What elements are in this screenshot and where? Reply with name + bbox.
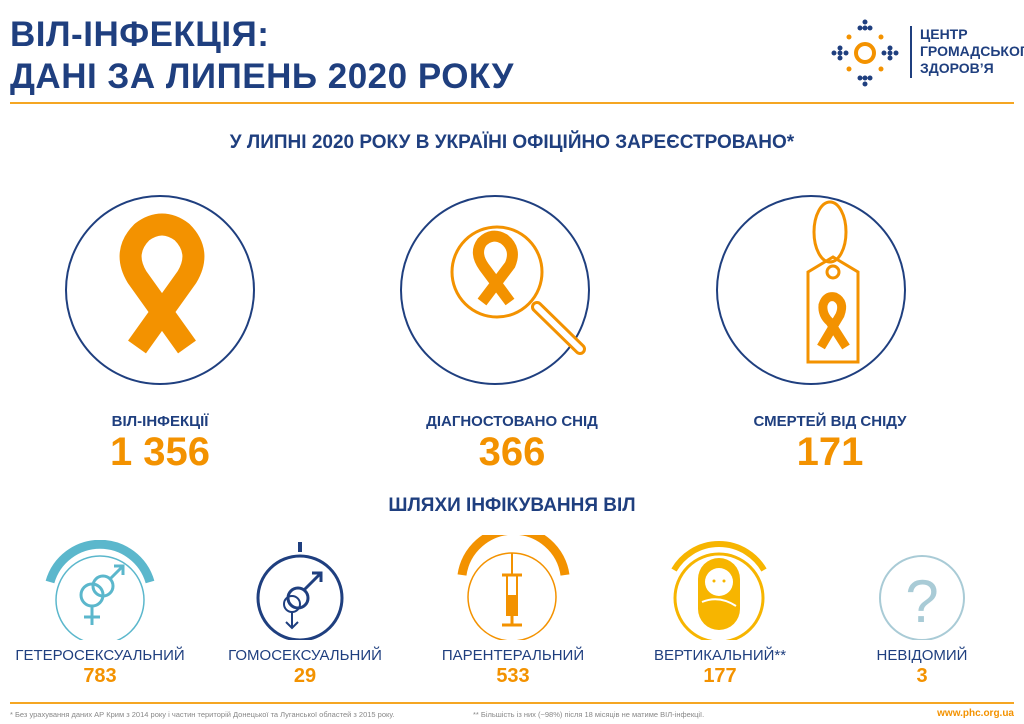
baby-icon [671,541,767,640]
divider [10,102,1014,104]
logo-dots-icon [831,19,899,87]
hiv-circle [65,195,255,385]
stat-value: 366 [478,430,546,474]
route-label: ВЕРТИКАЛЬНИЙ** [653,647,787,664]
subtitle-part: В УКРАЇНІ ОФІЦІЙНО ЗАРЕЄСТРОВАНО* [410,132,795,153]
stat-deaths: СМЕРТЕЙ ВІД СНІДУ 171 [680,413,980,474]
route-value: 533 [496,665,530,687]
subtitle-bold: ЛИПНІ 2020 РОКУ [246,132,411,153]
website-link[interactable]: www.phc.org.ua [937,708,1014,719]
route-value: 783 [83,665,117,687]
logo-line: ГРОМАДСЬКОГО [920,43,1024,59]
tag-ribbon-icon [806,200,860,364]
footnote-2: ** Більшість із них (~98%) після 18 міся… [473,710,705,719]
footer-divider [10,702,1014,704]
stat-label: ДІАГНОСТОВАНО СНІД [426,413,598,430]
subtitle: У ЛИПНІ 2020 РОКУ В УКРАЇНІ ОФІЦІЙНО ЗАР… [0,132,1024,154]
route-label: ГЕТЕРОСЕКСУАЛЬНИЙ [15,647,185,664]
logo-line: ЦЕНТР [920,26,968,42]
magnifier-ribbon-icon [450,225,586,355]
logo: ЦЕНТР ГРОМАДСЬКОГО ЗДОРОВ’Я [830,18,1024,93]
logo-line: ЗДОРОВ’Я [920,60,994,76]
stat-label: СМЕРТЕЙ ВІД СНІДУ [753,413,907,430]
route-value: 3 [916,665,928,687]
question-icon: ? [879,555,965,640]
hetero-icon [45,540,155,640]
route-label: НЕВІДОМИЙ [876,647,968,664]
syringe-icon [457,535,570,640]
subtitle-part: У [229,132,247,153]
homo-icon [256,542,344,640]
stat-value: 1 356 [109,430,211,474]
title-line-2: ДАНІ ЗА ЛИПЕНЬ 2020 РОКУ [10,57,514,96]
route-label: ПАРЕНТЕРАЛЬНИЙ [441,647,585,664]
svg-text:?: ? [905,568,938,635]
footnote-1: * Без урахування даних АР Крим з 2014 ро… [10,710,395,719]
route-value: 29 [293,665,317,687]
route-value: 177 [703,665,737,687]
aids-circle [400,195,590,385]
page-title: ВІЛ-ІНФЕКЦІЯ: ДАНІ ЗА ЛИПЕНЬ 2020 РОКУ [10,14,514,98]
routes-title: ШЛЯХИ ІНФІКУВАННЯ ВІЛ [388,495,636,516]
ribbon-icon [119,213,205,354]
route-label: ГОМОСЕКСУАЛЬНИЙ [228,647,382,664]
logo-text: ЦЕНТР ГРОМАДСЬКОГО ЗДОРОВ’Я [920,26,1024,77]
title-line-1: ВІЛ-ІНФЕКЦІЯ: [10,15,270,54]
stat-value: 171 [796,430,864,474]
stat-aids: ДІАГНОСТОВАНО СНІД 366 [362,413,662,474]
stat-label: ВІЛ-ІНФЕКЦІЇ [111,413,209,430]
stat-hiv: ВІЛ-ІНФЕКЦІЇ 1 356 [10,413,310,474]
deaths-circle [716,195,906,385]
